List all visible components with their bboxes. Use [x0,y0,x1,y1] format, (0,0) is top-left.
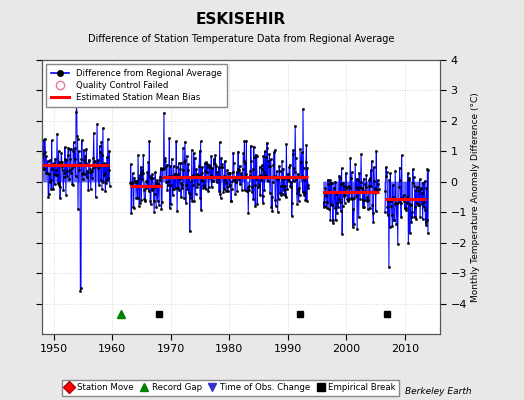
Text: ESKISEHIR: ESKISEHIR [196,12,286,27]
Text: Berkeley Earth: Berkeley Earth [405,387,472,396]
Text: Difference of Station Temperature Data from Regional Average: Difference of Station Temperature Data f… [88,34,394,44]
Legend: Station Move, Record Gap, Time of Obs. Change, Empirical Break: Station Move, Record Gap, Time of Obs. C… [62,380,399,396]
Y-axis label: Monthly Temperature Anomaly Difference (°C): Monthly Temperature Anomaly Difference (… [471,92,480,302]
Legend: Difference from Regional Average, Quality Control Failed, Estimated Station Mean: Difference from Regional Average, Qualit… [46,64,226,107]
